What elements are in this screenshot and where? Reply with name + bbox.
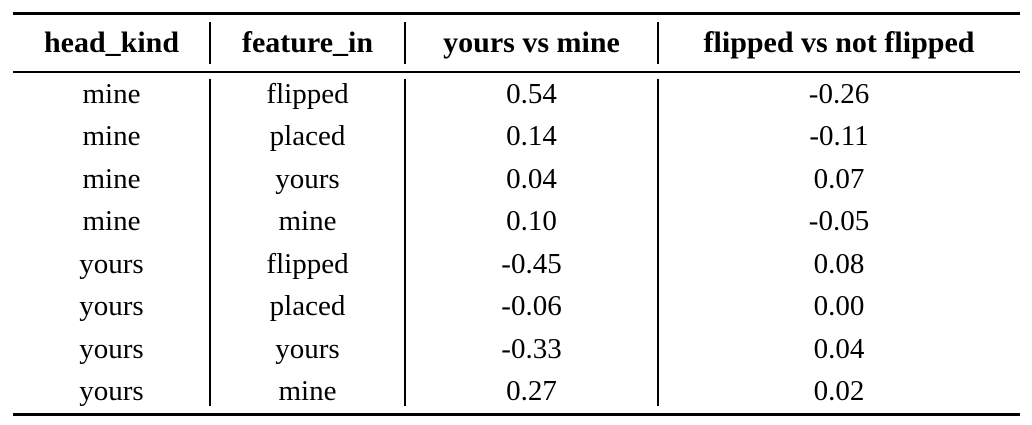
- table-cell: -0.33: [501, 332, 562, 365]
- table-cell: 0.14: [506, 120, 557, 153]
- column-divider: [404, 79, 406, 406]
- table-cell: 0.00: [813, 290, 865, 323]
- table-cell: 0.07: [813, 162, 865, 195]
- table-cell: -0.26: [808, 77, 870, 110]
- table-row: mine flipped 0.54 -0.26: [13, 73, 1020, 116]
- table-row: mine placed 0.14 -0.11: [13, 116, 1020, 159]
- table-cell: yours: [79, 247, 144, 280]
- column-header-feature-in: feature_in: [241, 26, 374, 59]
- table-cell: flipped: [266, 247, 349, 280]
- column-divider: [404, 22, 406, 64]
- table-header-row: head_kind feature_in yours vs mine flipp…: [13, 12, 1020, 73]
- table-cell: flipped: [266, 77, 349, 110]
- table-cell: 0.04: [813, 332, 865, 365]
- table-cell: mine: [278, 375, 337, 408]
- table-cell: 0.02: [813, 375, 865, 408]
- column-divider: [657, 22, 659, 64]
- column-header-yours-vs-mine: yours vs mine: [443, 26, 620, 59]
- table-cell: mine: [82, 77, 141, 110]
- table-cell: 0.27: [506, 375, 557, 408]
- table-cell: 0.04: [506, 162, 557, 195]
- table-cell: -0.11: [809, 120, 869, 153]
- table-cell: yours: [79, 290, 144, 323]
- table-row: yours flipped -0.45 0.08: [13, 243, 1020, 286]
- table-cell: placed: [269, 120, 346, 153]
- table-cell: yours: [275, 332, 340, 365]
- table-cell: -0.45: [501, 247, 562, 280]
- table-cell: mine: [82, 162, 141, 195]
- table-row: yours yours -0.33 0.04: [13, 328, 1020, 371]
- table-cell: mine: [278, 205, 337, 238]
- column-divider: [209, 79, 211, 406]
- results-table: head_kind feature_in yours vs mine flipp…: [13, 12, 1020, 416]
- table-cell: 0.10: [506, 205, 557, 238]
- column-divider: [209, 22, 211, 64]
- table-cell: yours: [79, 375, 144, 408]
- table-cell: -0.05: [808, 205, 870, 238]
- table-cell: mine: [82, 205, 141, 238]
- table-row: yours mine 0.27 0.02: [13, 371, 1020, 414]
- table-cell: mine: [82, 120, 141, 153]
- column-header-head-kind: head_kind: [43, 26, 180, 59]
- table-cell: yours: [79, 332, 144, 365]
- table-cell: 0.08: [813, 247, 865, 280]
- table-body: mine flipped 0.54 -0.26 mine placed 0.14…: [13, 73, 1020, 416]
- table-cell: placed: [269, 290, 346, 323]
- table-cell: 0.54: [506, 77, 557, 110]
- column-header-flipped-vs-not-flipped: flipped vs not flipped: [703, 26, 975, 59]
- table-cell: yours: [275, 162, 340, 195]
- column-divider: [657, 79, 659, 406]
- table-cell: -0.06: [501, 290, 562, 323]
- table-row: yours placed -0.06 0.00: [13, 286, 1020, 329]
- table-row: mine mine 0.10 -0.05: [13, 201, 1020, 244]
- table-row: mine yours 0.04 0.07: [13, 158, 1020, 201]
